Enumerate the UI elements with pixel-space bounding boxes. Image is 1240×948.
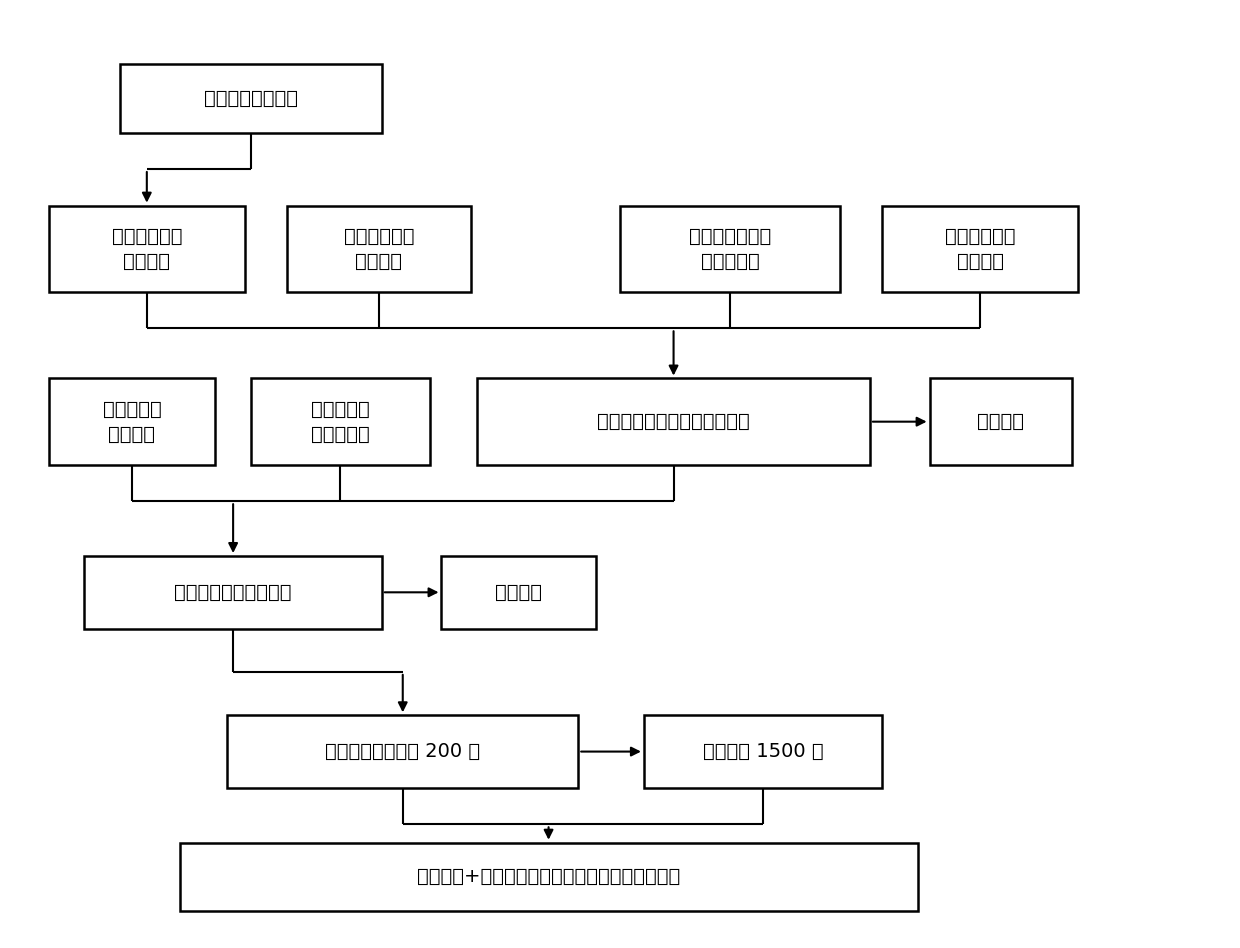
Text: 混播种子配比试验: 混播种子配比试验 xyxy=(203,89,298,108)
Bar xyxy=(48,378,216,465)
Bar xyxy=(120,64,382,133)
Bar xyxy=(48,206,246,292)
Bar xyxy=(286,206,471,292)
Bar xyxy=(227,715,578,788)
Text: 完成油菜+萝卜机混播高值化关键技术集成与示范: 完成油菜+萝卜机混播高值化关键技术集成与示范 xyxy=(417,867,681,886)
Bar xyxy=(441,556,596,629)
Text: 技术整合、推广、示范: 技术整合、推广、示范 xyxy=(175,583,291,602)
Text: 辐射带动 1500 亩: 辐射带动 1500 亩 xyxy=(703,742,823,761)
Bar xyxy=(644,715,882,788)
Text: 产量品质影响
效应研究: 产量品质影响 效应研究 xyxy=(343,227,414,271)
Text: 油菜萝卜机混播关键技术集成: 油菜萝卜机混播关键技术集成 xyxy=(598,412,750,431)
Bar xyxy=(477,378,870,465)
Bar xyxy=(620,206,841,292)
Text: 油菜机械化
收获技术: 油菜机械化 收获技术 xyxy=(103,400,161,444)
Text: 油蔬两用关
键生产技术: 油蔬两用关 键生产技术 xyxy=(311,400,370,444)
Text: 技术培训: 技术培训 xyxy=(495,583,542,602)
Text: 申报专利: 申报专利 xyxy=(977,412,1024,431)
Text: 建设核心示范基地 200 亩: 建设核心示范基地 200 亩 xyxy=(325,742,480,761)
Bar xyxy=(84,556,382,629)
Text: 病虫草害变化
规律研究: 病虫草害变化 规律研究 xyxy=(945,227,1016,271)
Text: 投入产出精准
效益分析: 投入产出精准 效益分析 xyxy=(112,227,182,271)
Text: 土壤养分含量变
化差异分析: 土壤养分含量变 化差异分析 xyxy=(689,227,771,271)
Bar xyxy=(250,378,429,465)
Bar xyxy=(882,206,1079,292)
Bar xyxy=(930,378,1073,465)
Bar xyxy=(180,843,918,911)
